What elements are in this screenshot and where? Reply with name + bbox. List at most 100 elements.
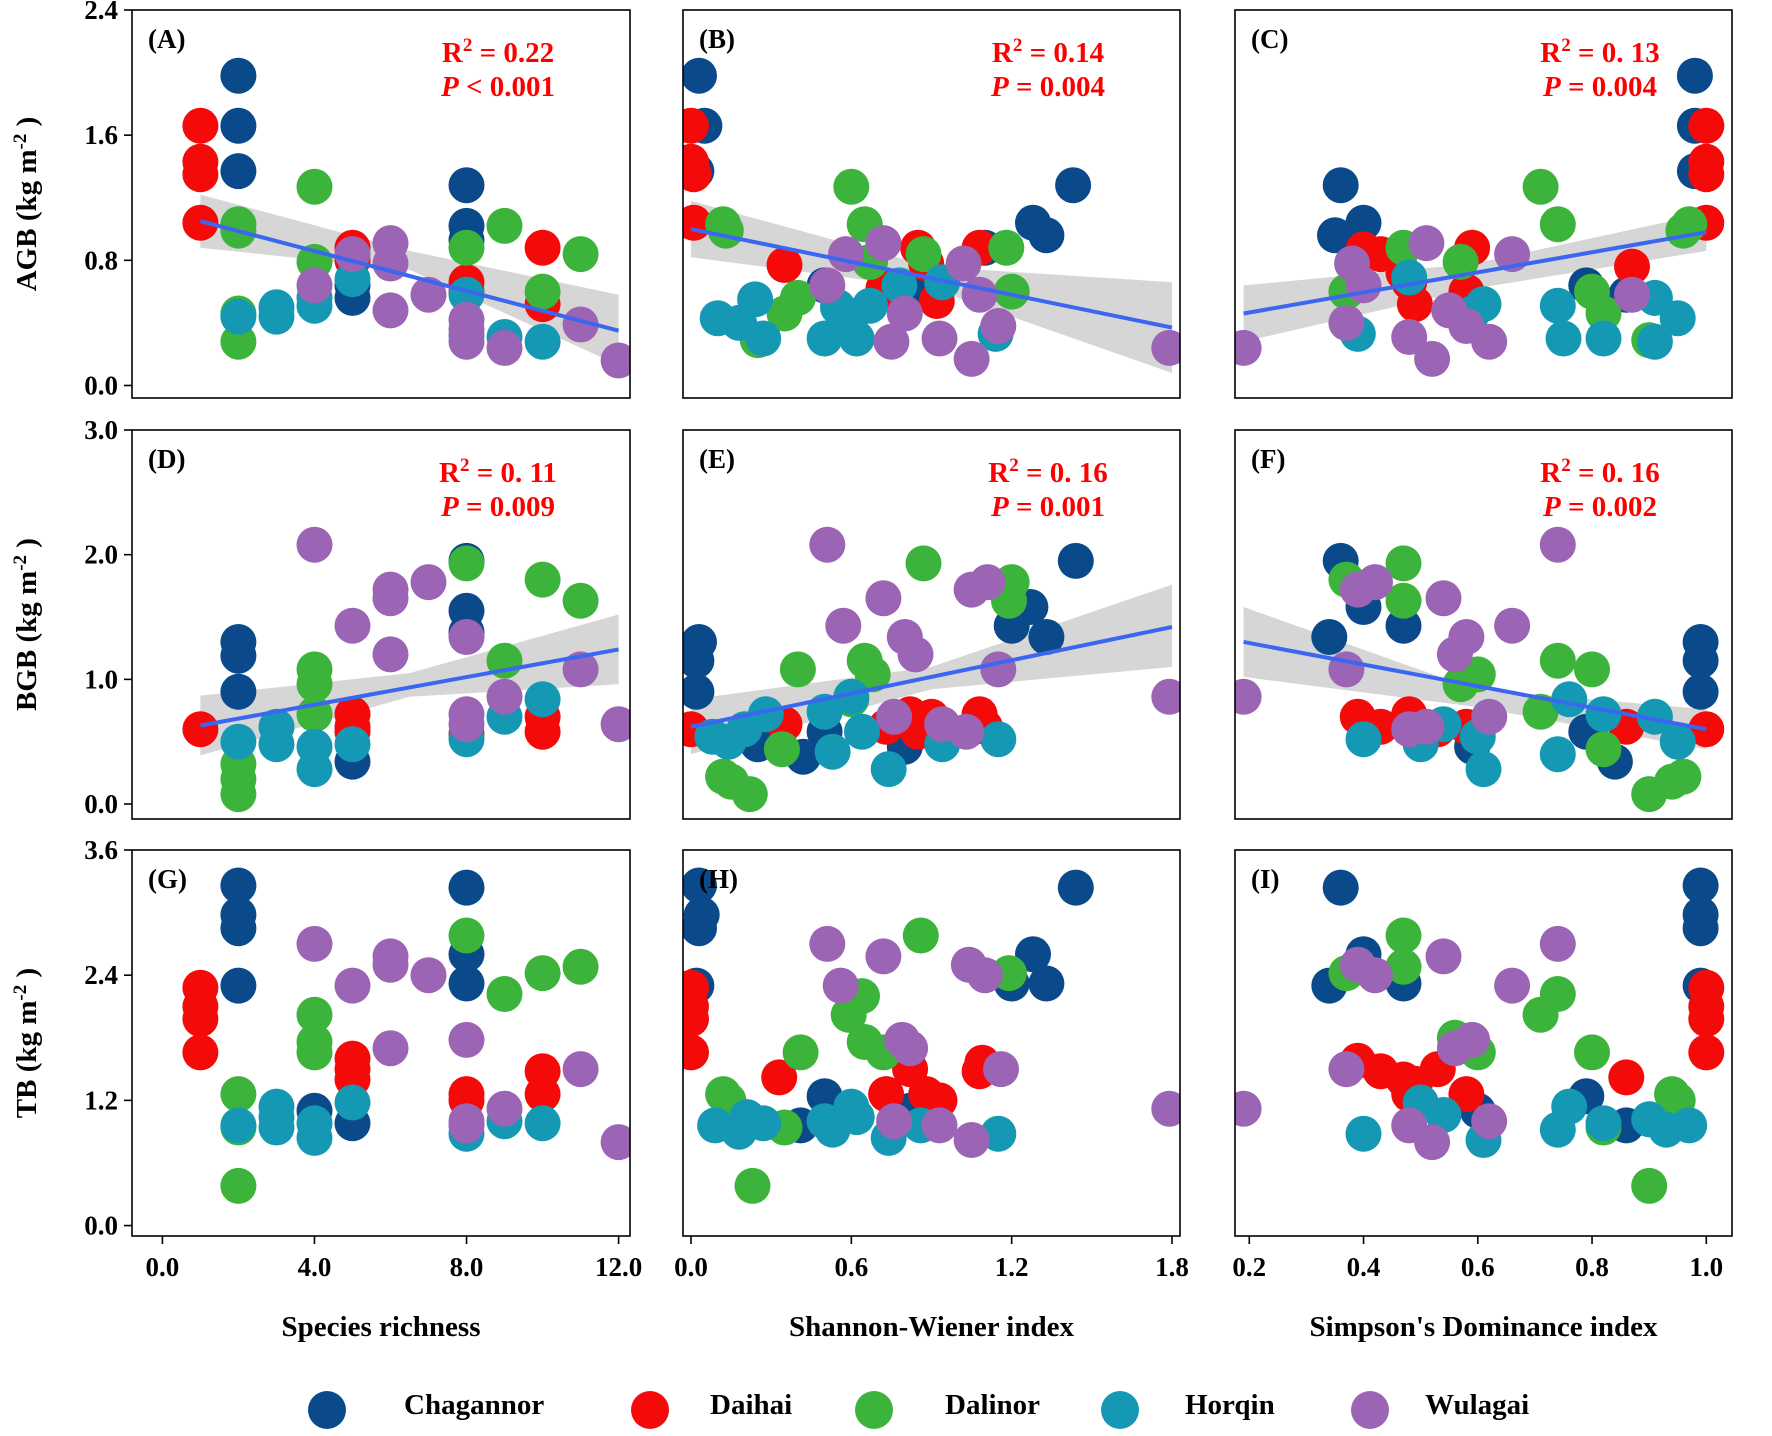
point-dalinor	[1385, 917, 1422, 954]
p-value-label: P < 0.001	[440, 71, 555, 103]
point-wulagai	[953, 1122, 990, 1158]
panel-frame	[131, 9, 631, 399]
point-wulagai	[865, 580, 902, 617]
point-wulagai	[296, 925, 333, 962]
point-dalinor	[1539, 976, 1576, 1012]
point-horqin	[814, 733, 851, 770]
point-dalinor	[562, 236, 599, 273]
point-wulagai	[1151, 678, 1180, 715]
p-value-label: P = 0.002	[1542, 491, 1657, 523]
point-daihai	[524, 713, 561, 750]
y-tick-label: 2.0	[84, 540, 118, 570]
point-dalinor	[1385, 948, 1422, 985]
panel-label: (B)	[699, 24, 735, 54]
point-wulagai	[372, 580, 409, 617]
point-chagannor	[220, 910, 257, 947]
point-chagannor	[1057, 869, 1094, 906]
regression-line	[1243, 639, 1707, 732]
point-wulagai	[980, 651, 1017, 688]
point-wulagai	[948, 713, 985, 750]
panel-i: 0.2 0.4 0.6 0.8 1.0 (I)	[1232, 849, 1733, 1282]
point-wulagai	[921, 320, 958, 357]
point-wulagai	[1357, 957, 1393, 994]
point-wulagai	[448, 1107, 485, 1144]
point-daihai	[1688, 107, 1725, 144]
point-wulagai	[1328, 304, 1365, 341]
point-wulagai	[828, 236, 864, 273]
point-horqin	[1585, 320, 1622, 357]
regression-line	[199, 219, 620, 333]
panel-b-marks	[683, 57, 1180, 377]
point-wulagai	[966, 957, 1003, 994]
point-horqin	[1425, 1097, 1462, 1133]
point-horqin	[334, 726, 371, 763]
point-wulagai	[1539, 526, 1576, 563]
point-dalinor	[296, 1034, 333, 1071]
point-wulagai	[372, 636, 409, 673]
point-wulagai	[1235, 329, 1262, 366]
panel-g-marks	[182, 867, 630, 1204]
point-horqin	[1659, 723, 1696, 760]
point-dalinor	[486, 207, 523, 244]
r-squared-label: R2 = 0. 16	[1540, 455, 1659, 489]
point-horqin	[980, 721, 1017, 758]
point-dalinor	[296, 996, 333, 1033]
point-wulagai	[410, 957, 447, 994]
point-daihai	[766, 247, 803, 283]
y-tick-label: 1.2	[84, 1085, 118, 1115]
panel-label: (A)	[148, 24, 185, 54]
p-value-label: P = 0.009	[440, 491, 555, 523]
panel-f-marks	[1235, 526, 1725, 813]
point-dalinor	[905, 236, 942, 273]
point-wulagai	[1328, 651, 1365, 688]
point-dalinor	[731, 776, 768, 813]
point-daihai	[683, 1034, 709, 1071]
legend-label: Dalinor	[945, 1389, 1040, 1421]
point-dalinor	[296, 666, 333, 703]
point-daihai	[761, 1059, 798, 1096]
point-horqin	[1671, 1107, 1708, 1144]
point-wulagai	[1494, 967, 1531, 1004]
point-wulagai	[296, 526, 333, 563]
point-dalinor	[220, 1076, 257, 1113]
x-tick-label: 0.6	[834, 1252, 868, 1282]
point-horqin	[747, 696, 784, 733]
y-axis-title-row-3: TB (kg m-2 )	[10, 968, 43, 1118]
point-chagannor	[1345, 204, 1382, 241]
point-dalinor	[779, 651, 816, 688]
y-tick-label: 0.0	[84, 789, 118, 819]
point-daihai	[683, 156, 712, 193]
point-chagannor	[1322, 167, 1359, 204]
point-dalinor	[833, 168, 870, 205]
point-chagannor	[1028, 217, 1065, 254]
panel-frame	[131, 849, 631, 1237]
point-wulagai	[1539, 925, 1576, 962]
point-daihai	[683, 1001, 709, 1037]
point-wulagai	[1408, 225, 1445, 262]
point-wulagai	[865, 225, 902, 262]
point-daihai	[1688, 1034, 1725, 1071]
panel-d-marks	[182, 526, 630, 813]
point-daihai	[1614, 248, 1650, 285]
point-wulagai	[1425, 938, 1462, 975]
point-chagannor	[683, 867, 717, 904]
point-daihai	[1688, 711, 1725, 748]
panel-label: (D)	[148, 444, 185, 474]
point-dalinor	[524, 561, 561, 598]
point-daihai	[683, 107, 709, 144]
point-wulagai	[1471, 323, 1508, 360]
point-wulagai	[809, 267, 846, 304]
point-wulagai	[600, 1124, 630, 1161]
point-horqin	[1551, 681, 1588, 718]
point-daihai	[1688, 156, 1725, 193]
point-horqin	[745, 320, 782, 357]
panel-f: (F) R2 = 0. 16P = 0.002	[1234, 429, 1733, 820]
point-wulagai	[1151, 329, 1180, 366]
point-horqin	[448, 276, 485, 313]
point-dalinor	[1522, 168, 1559, 205]
point-horqin	[1636, 323, 1673, 360]
point-daihai	[1688, 1001, 1725, 1037]
panel-c-marks	[1235, 57, 1725, 377]
point-wulagai	[448, 323, 485, 360]
x-axis-title-col-3: Simpson's Dominance index	[1309, 1311, 1658, 1343]
